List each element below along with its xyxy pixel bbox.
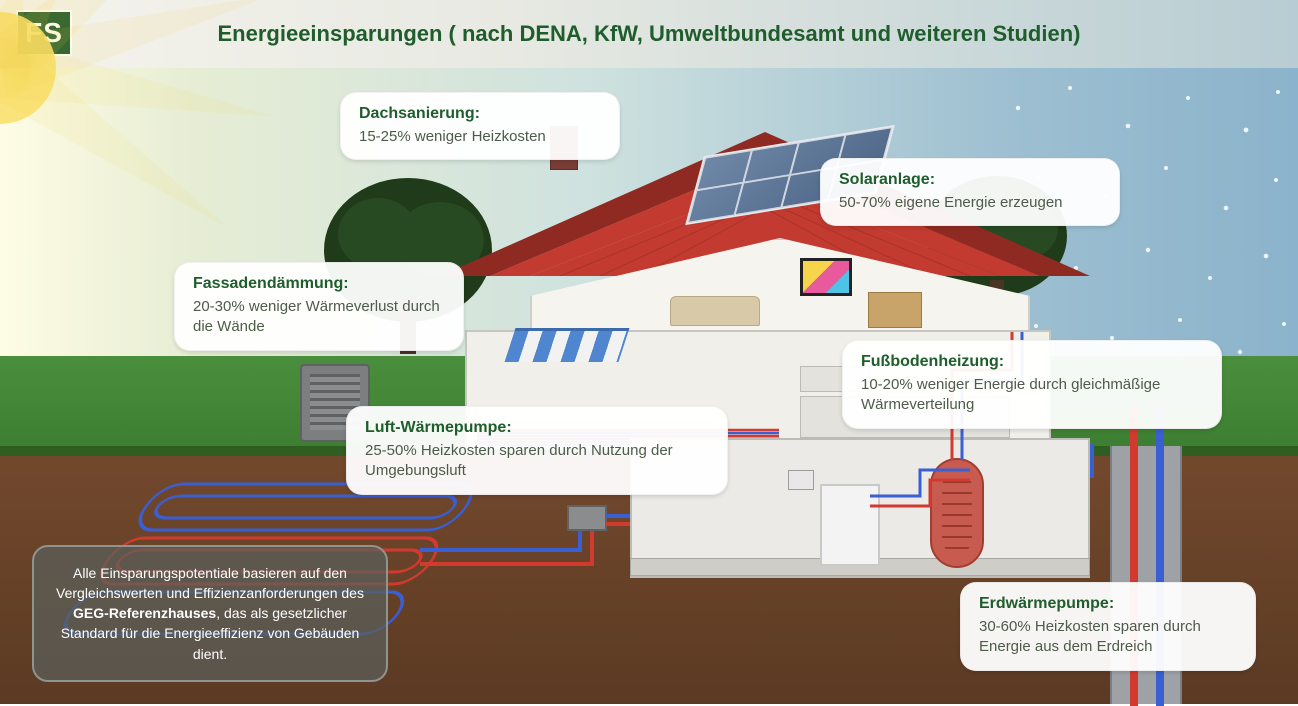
page-title: Energieeinsparungen ( nach DENA, KfW, Um… [0,21,1298,47]
callout-dach-heading: Dachsanierung: [359,105,601,123]
callout-luftwp-body: 25-50% Heizkosten sparen durch Nutzung d… [365,441,709,482]
callout-fussboden-heading: Fußbodenheizung: [861,353,1203,371]
callout-fussboden-body: 10-20% weniger Energie durch gleichmäßig… [861,375,1203,416]
callout-fassade: Fassadendämmung: 20-30% weniger Wärmever… [174,262,464,351]
callout-erdwp: Erdwärmepumpe: 30-60% Heizkosten sparen … [960,582,1256,671]
disclaimer-pre: Alle Einsparungspotentiale basieren auf … [56,565,364,601]
awning-icon [504,328,629,362]
callout-solar: Solaranlage: 50-70% eigene Energie erzeu… [820,158,1120,226]
callout-solar-heading: Solaranlage: [839,171,1101,189]
tv-icon [800,258,852,296]
infographic-stage: FS Energieeinsparungen ( nach DENA, KfW,… [0,0,1298,704]
callout-luftwp-heading: Luft-Wärmepumpe: [365,419,709,437]
callout-fussboden: Fußbodenheizung: 10-20% weniger Energie … [842,340,1222,429]
callout-luftwp: Luft-Wärmepumpe: 25-50% Heizkosten spare… [346,406,728,495]
callout-solar-body: 50-70% eigene Energie erzeugen [839,193,1101,213]
callout-fassade-heading: Fassadendämmung: [193,275,445,293]
dresser-icon [868,292,922,328]
callout-erdwp-body: 30-60% Heizkosten sparen durch Energie a… [979,617,1237,658]
disclaimer-box: Alle Einsparungspotentiale basieren auf … [32,545,388,682]
sofa-icon [670,296,760,326]
header-band: FS Energieeinsparungen ( nach DENA, KfW,… [0,0,1298,68]
disclaimer-bold: GEG-Referenzhauses [73,605,216,621]
callout-erdwp-heading: Erdwärmepumpe: [979,595,1237,613]
callout-fassade-body: 20-30% weniger Wärmeverlust durch die Wä… [193,297,445,338]
callout-dach: Dachsanierung: 15-25% weniger Heizkosten [340,92,620,160]
callout-dach-body: 15-25% weniger Heizkosten [359,127,601,147]
logo-badge: FS [16,10,72,56]
